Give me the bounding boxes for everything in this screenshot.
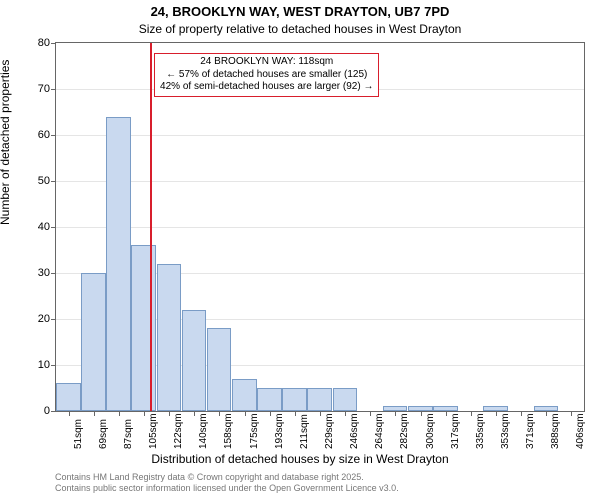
x-tick-mark [94,412,95,416]
bar [408,406,433,411]
bar [207,328,232,411]
bar [157,264,182,411]
x-tick-label: 140sqm [198,413,209,449]
x-tick-label: 353sqm [500,413,511,449]
y-tick-label: 40 [10,221,50,233]
annotation-line: 24 BROOKLYN WAY: 118sqm [160,56,373,69]
y-tick-mark [51,181,55,182]
x-tick-mark [370,412,371,416]
annotation-line: ← 57% of detached houses are smaller (12… [160,69,373,82]
x-tick-mark [169,412,170,416]
x-tick-label: 229sqm [324,413,335,449]
x-tick-mark [421,412,422,416]
x-tick-label: 264sqm [374,413,385,449]
y-tick-mark [51,135,55,136]
y-tick-label: 30 [10,267,50,279]
bars-container [56,43,584,411]
x-tick-label: 406sqm [575,413,586,449]
bar [257,388,282,411]
footer-attribution: Contains HM Land Registry data © Crown c… [55,472,399,494]
x-tick-label: 300sqm [425,413,436,449]
y-tick-label: 50 [10,175,50,187]
chart-subtitle: Size of property relative to detached ho… [0,22,600,36]
x-tick-mark [119,412,120,416]
annotation-line: 42% of semi-detached houses are larger (… [160,81,373,94]
x-tick-mark [320,412,321,416]
y-tick-mark [51,365,55,366]
x-tick-mark [69,412,70,416]
bar [131,245,156,411]
chart-root: 24, BROOKLYN WAY, WEST DRAYTON, UB7 7PD … [0,0,600,500]
footer-line-2: Contains public sector information licen… [55,483,399,494]
x-tick-mark [496,412,497,416]
bar [282,388,307,411]
y-tick-mark [51,227,55,228]
y-tick-label: 10 [10,359,50,371]
chart-title: 24, BROOKLYN WAY, WEST DRAYTON, UB7 7PD [0,4,600,19]
x-tick-mark [571,412,572,416]
x-tick-mark [395,412,396,416]
x-tick-label: 211sqm [299,414,310,449]
annotation-box: 24 BROOKLYN WAY: 118sqm← 57% of detached… [154,53,379,97]
x-tick-label: 51sqm [73,419,84,449]
x-tick-label: 335sqm [475,413,486,449]
bar [182,310,207,411]
y-tick-label: 70 [10,83,50,95]
x-tick-label: 388sqm [550,413,561,449]
y-tick-label: 80 [10,37,50,49]
x-tick-mark [546,412,547,416]
x-tick-mark [446,412,447,416]
y-tick-mark [51,89,55,90]
x-tick-label: 105sqm [148,413,159,449]
x-tick-mark [245,412,246,416]
y-tick-label: 20 [10,313,50,325]
x-tick-label: 87sqm [123,419,134,449]
x-tick-label: 69sqm [98,419,109,449]
x-tick-label: 122sqm [173,413,184,449]
bar [232,379,257,411]
x-tick-label: 282sqm [399,413,410,449]
x-tick-label: 371sqm [525,413,536,449]
reference-line [150,43,152,411]
footer-line-1: Contains HM Land Registry data © Crown c… [55,472,399,483]
y-tick-label: 60 [10,129,50,141]
x-tick-label: 246sqm [349,413,360,449]
x-tick-mark [295,412,296,416]
x-tick-mark [219,412,220,416]
x-tick-label: 317sqm [450,413,461,449]
y-tick-mark [51,411,55,412]
x-tick-mark [345,412,346,416]
x-tick-label: 158sqm [223,413,234,449]
x-tick-mark [270,412,271,416]
bar [333,388,358,411]
y-tick-mark [51,43,55,44]
bar [433,406,458,411]
bar [383,406,408,411]
x-tick-label: 193sqm [274,413,285,449]
bar [483,406,508,411]
x-tick-mark [471,412,472,416]
x-tick-label: 175sqm [249,413,260,449]
bar [106,117,131,411]
bar [534,406,559,411]
x-tick-mark [144,412,145,416]
bar [56,383,81,411]
x-tick-mark [521,412,522,416]
plot-area: 24 BROOKLYN WAY: 118sqm← 57% of detached… [55,42,585,412]
bar [307,388,332,411]
x-axis-label: Distribution of detached houses by size … [0,452,600,466]
bar [81,273,106,411]
y-tick-mark [51,273,55,274]
y-tick-mark [51,319,55,320]
y-tick-label: 0 [10,405,50,417]
x-tick-mark [194,412,195,416]
